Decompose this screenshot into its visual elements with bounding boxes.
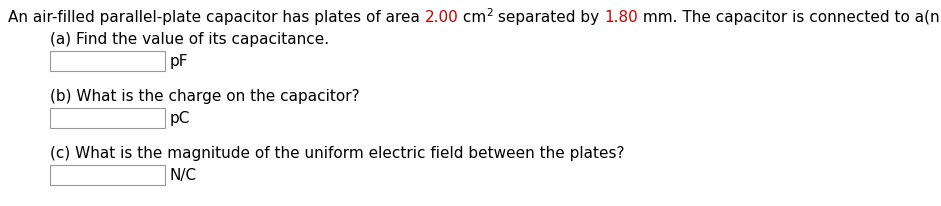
Text: (b) What is the charge on the capacitor?: (b) What is the charge on the capacitor? — [50, 89, 359, 104]
Text: 2.00: 2.00 — [424, 10, 458, 25]
Bar — [50, 165, 165, 185]
Text: (a) Find the value of its capacitance.: (a) Find the value of its capacitance. — [50, 32, 329, 47]
Text: 2: 2 — [486, 8, 493, 18]
Text: mm. The capacitor is connected to a(n): mm. The capacitor is connected to a(n) — [638, 10, 941, 25]
Text: An air-filled parallel-plate capacitor has plates of area: An air-filled parallel-plate capacitor h… — [8, 10, 424, 25]
Bar — [50, 52, 165, 71]
Text: pC: pC — [170, 111, 190, 126]
Text: cm: cm — [458, 10, 486, 25]
Text: pF: pF — [170, 54, 188, 69]
Text: separated by: separated by — [493, 10, 604, 25]
Text: 1.80: 1.80 — [604, 10, 638, 25]
Text: (c) What is the magnitude of the uniform electric field between the plates?: (c) What is the magnitude of the uniform… — [50, 146, 625, 161]
Text: N/C: N/C — [170, 168, 197, 183]
Bar — [50, 108, 165, 128]
